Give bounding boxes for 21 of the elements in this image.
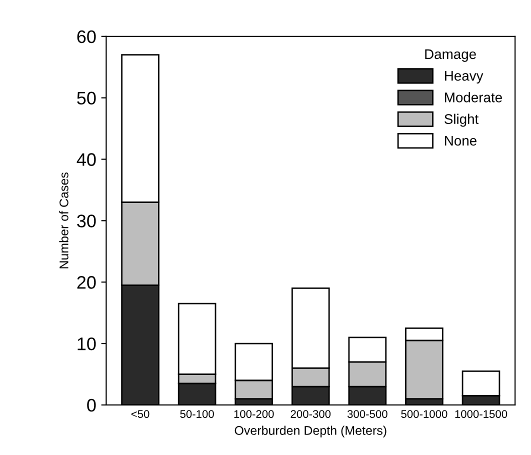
legend-title: Damage <box>425 49 476 62</box>
x-axis-title: Overburden Depth (Meters) <box>234 426 386 438</box>
x-tick-label: 500-1000 <box>401 410 448 418</box>
x-tick-label: 1000-1500 <box>455 410 508 418</box>
legend-label: Heavy <box>445 71 484 84</box>
x-tick-label: 300-500 <box>347 410 388 418</box>
y-tick-label: 40 <box>76 153 96 166</box>
x-tick-label: 100-200 <box>234 410 274 418</box>
y-axis-title: Number of Cases <box>59 172 68 268</box>
y-tick-label: 10 <box>78 337 96 350</box>
legend-label: None <box>445 136 476 146</box>
y-tick-label: 30 <box>77 214 96 228</box>
legend-label: Moderate <box>445 92 502 102</box>
legend-label: Slight <box>444 114 479 127</box>
y-tick-label: 60 <box>77 30 96 44</box>
x-tick-label: 50-100 <box>180 410 214 418</box>
y-tick-label: 50 <box>77 92 96 105</box>
x-tick-label: 200-300 <box>290 410 331 418</box>
y-tick-label: 20 <box>77 276 96 289</box>
x-tick-label: <50 <box>131 410 150 418</box>
y-tick-label: 0 <box>87 398 96 412</box>
